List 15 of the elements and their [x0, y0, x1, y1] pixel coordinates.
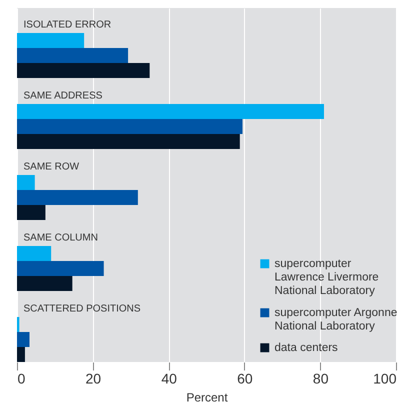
x-tick-label: 40: [161, 370, 178, 386]
x-tick-label: 60: [237, 370, 253, 386]
y-tick-label: SAME COLUMN: [24, 232, 98, 244]
x-tick-label: 0: [18, 370, 26, 386]
y-tick-label: SCATTERED POSITIONS: [24, 303, 141, 314]
legend-label: supercomputer Argonne National Laboratory: [274, 306, 398, 332]
y-tick-label: SAME ADDRESS: [24, 90, 103, 102]
x-tick-label: 20: [86, 370, 102, 386]
x-axis-title: Percent: [186, 390, 228, 403]
y-tick-label: SAME ROW: [24, 161, 80, 172]
x-tick-label: 100: [373, 370, 397, 386]
legend-label: data centers: [274, 342, 338, 354]
x-tick-label: 80: [312, 370, 329, 386]
y-tick-label: ISOLATED ERROR: [24, 20, 112, 30]
legend-label: supercomputer Lawrence Livermore National Laboratory: [274, 258, 379, 297]
